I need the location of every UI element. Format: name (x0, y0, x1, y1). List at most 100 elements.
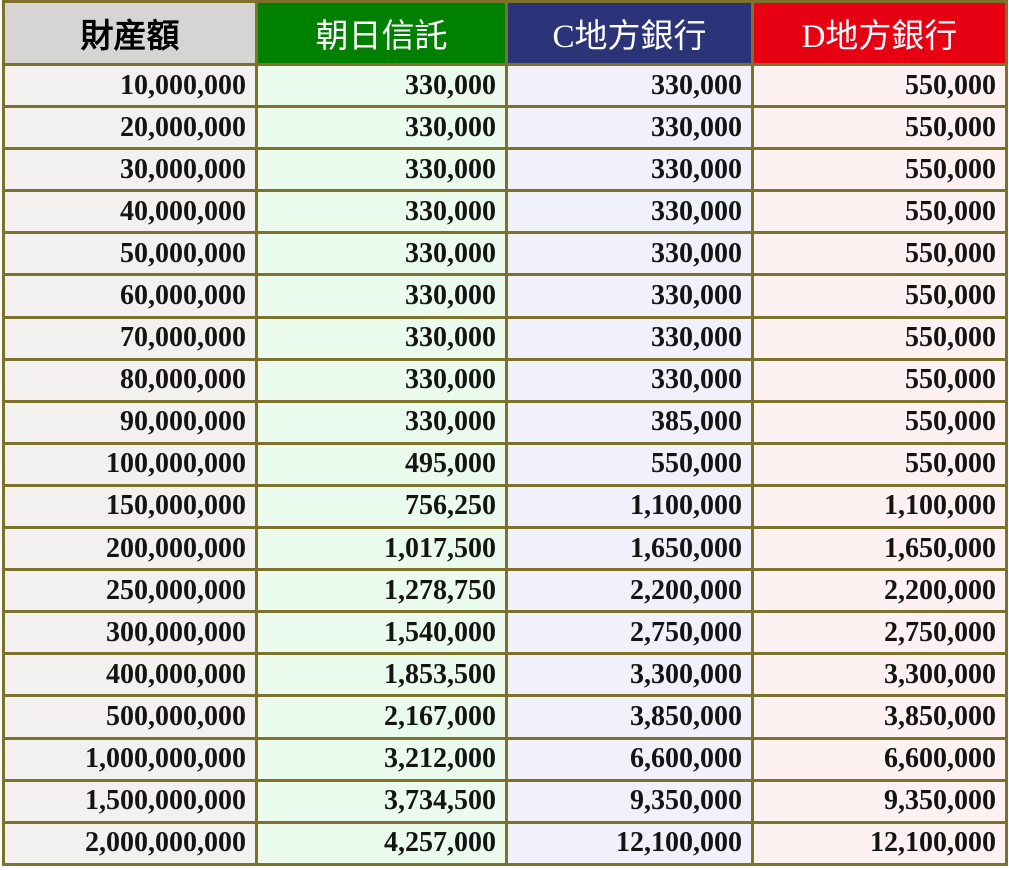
cell-asset_amount: 150,000,000 (2, 483, 258, 530)
cell-asahi_trust: 330,000 (255, 189, 508, 235)
cell-asahi_trust: 3,212,000 (255, 736, 508, 782)
cell-asahi_trust: 330,000 (255, 147, 508, 193)
cell-d_bank: 12,100,000 (751, 820, 1008, 867)
cell-asahi_trust: 330,000 (255, 399, 508, 445)
cell-d_bank: 550,000 (751, 105, 1008, 151)
table-row: 10,000,000 330,000 330,000 550,000 (2, 62, 1008, 109)
cell-d_bank: 550,000 (751, 399, 1008, 445)
cell-d_bank: 550,000 (751, 147, 1008, 193)
table-row: 150,000,000 756,250 1,100,000 1,100,000 (2, 483, 1008, 530)
table-row: 80,000,000 330,000 330,000 550,000 (2, 357, 1008, 403)
cell-c_bank: 330,000 (505, 273, 754, 319)
cell-c_bank: 1,100,000 (505, 483, 754, 530)
cell-asset_amount: 1,000,000,000 (2, 736, 258, 782)
cell-d_bank: 2,200,000 (751, 568, 1008, 614)
column-header-d-bank: D地方銀行 (751, 0, 1008, 66)
table-row: 60,000,000 330,000 330,000 550,000 (2, 273, 1008, 319)
cell-asset_amount: 500,000,000 (2, 694, 258, 740)
table-row: 1,000,000,000 3,212,000 6,600,000 6,600,000 (2, 736, 1008, 782)
cell-d_bank: 3,300,000 (751, 652, 1008, 698)
cell-asahi_trust: 330,000 (255, 231, 508, 277)
column-header-c-bank: C地方銀行 (505, 0, 754, 66)
column-header-asahi-trust: 朝日信託 (255, 0, 508, 66)
cell-asahi_trust: 495,000 (255, 441, 508, 487)
cell-d_bank: 550,000 (751, 357, 1008, 403)
cell-c_bank: 330,000 (505, 315, 754, 361)
cell-asset_amount: 2,000,000,000 (2, 820, 258, 867)
cell-asahi_trust: 330,000 (255, 315, 508, 361)
cell-d_bank: 550,000 (751, 189, 1008, 235)
table-row: 300,000,000 1,540,000 2,750,000 2,750,000 (2, 610, 1008, 656)
table-row: 2,000,000,000 4,257,000 12,100,000 12,100,0… (2, 820, 1008, 867)
table-row: 200,000,000 1,017,500 1,650,000 1,650,000 (2, 526, 1008, 572)
cell-asahi_trust: 330,000 (255, 62, 508, 109)
cell-asahi_trust: 1,853,500 (255, 652, 508, 698)
cell-d_bank: 9,350,000 (751, 778, 1008, 824)
cell-asset_amount: 50,000,000 (2, 231, 258, 277)
table-body: 10,000,000 330,000 330,000 550,000 20,000,00… (2, 62, 1008, 867)
cell-c_bank: 2,200,000 (505, 568, 754, 614)
cell-asset_amount: 100,000,000 (2, 441, 258, 487)
cell-c_bank: 3,850,000 (505, 694, 754, 740)
cell-asset_amount: 40,000,000 (2, 189, 258, 235)
table-row: 1,500,000,000 3,734,500 9,350,000 9,350,000 (2, 778, 1008, 824)
cell-c_bank: 6,600,000 (505, 736, 754, 782)
cell-c_bank: 9,350,000 (505, 778, 754, 824)
cell-asahi_trust: 1,278,750 (255, 568, 508, 614)
cell-asahi_trust: 756,250 (255, 483, 508, 530)
cell-asset_amount: 200,000,000 (2, 526, 258, 572)
cell-d_bank: 1,100,000 (751, 483, 1008, 530)
cell-asset_amount: 20,000,000 (2, 105, 258, 151)
cell-c_bank: 330,000 (505, 189, 754, 235)
cell-asset_amount: 10,000,000 (2, 62, 258, 109)
cell-asset_amount: 300,000,000 (2, 610, 258, 656)
cell-c_bank: 2,750,000 (505, 610, 754, 656)
table-header-row: 財産額 朝日信託 C地方銀行 D地方銀行 (2, 0, 1008, 66)
cell-c_bank: 330,000 (505, 357, 754, 403)
cell-c_bank: 330,000 (505, 147, 754, 193)
cell-asahi_trust: 4,257,000 (255, 820, 508, 867)
cell-c_bank: 1,650,000 (505, 526, 754, 572)
table-row: 50,000,000 330,000 330,000 550,000 (2, 231, 1008, 277)
cell-asset_amount: 70,000,000 (2, 315, 258, 361)
table-row: 30,000,000 330,000 330,000 550,000 (2, 147, 1008, 193)
cell-c_bank: 330,000 (505, 105, 754, 151)
cell-asahi_trust: 3,734,500 (255, 778, 508, 824)
cell-d_bank: 550,000 (751, 62, 1008, 109)
cell-c_bank: 12,100,000 (505, 820, 754, 867)
cell-d_bank: 6,600,000 (751, 736, 1008, 782)
cell-c_bank: 330,000 (505, 231, 754, 277)
cell-c_bank: 3,300,000 (505, 652, 754, 698)
cell-d_bank: 550,000 (751, 231, 1008, 277)
cell-d_bank: 550,000 (751, 273, 1008, 319)
cell-d_bank: 2,750,000 (751, 610, 1008, 656)
cell-d_bank: 3,850,000 (751, 694, 1008, 740)
cell-asset_amount: 60,000,000 (2, 273, 258, 319)
table-row: 100,000,000 495,000 550,000 550,000 (2, 441, 1008, 487)
table-row: 40,000,000 330,000 330,000 550,000 (2, 189, 1008, 235)
table-row: 400,000,000 1,853,500 3,300,000 3,300,000 (2, 652, 1008, 698)
table-row: 20,000,000 330,000 330,000 550,000 (2, 105, 1008, 151)
table-row: 250,000,000 1,278,750 2,200,000 2,200,000 (2, 568, 1008, 614)
table-row: 70,000,000 330,000 330,000 550,000 (2, 315, 1008, 361)
cell-asset_amount: 30,000,000 (2, 147, 258, 193)
cell-d_bank: 1,650,000 (751, 526, 1008, 572)
cell-asset_amount: 400,000,000 (2, 652, 258, 698)
cell-asset_amount: 90,000,000 (2, 399, 258, 445)
cell-asahi_trust: 1,540,000 (255, 610, 508, 656)
cell-asset_amount: 1,500,000,000 (2, 778, 258, 824)
cell-asahi_trust: 1,017,500 (255, 526, 508, 572)
cell-d_bank: 550,000 (751, 441, 1008, 487)
cell-asahi_trust: 330,000 (255, 273, 508, 319)
cell-asahi_trust: 330,000 (255, 105, 508, 151)
table-row: 500,000,000 2,167,000 3,850,000 3,850,000 (2, 694, 1008, 740)
cell-c_bank: 330,000 (505, 62, 754, 109)
cell-d_bank: 550,000 (751, 315, 1008, 361)
cell-c_bank: 550,000 (505, 441, 754, 487)
column-header-asset-amount: 財産額 (2, 0, 258, 66)
cell-asahi_trust: 2,167,000 (255, 694, 508, 740)
cell-asahi_trust: 330,000 (255, 357, 508, 403)
table-row: 90,000,000 330,000 385,000 550,000 (2, 399, 1008, 445)
cell-c_bank: 385,000 (505, 399, 754, 445)
